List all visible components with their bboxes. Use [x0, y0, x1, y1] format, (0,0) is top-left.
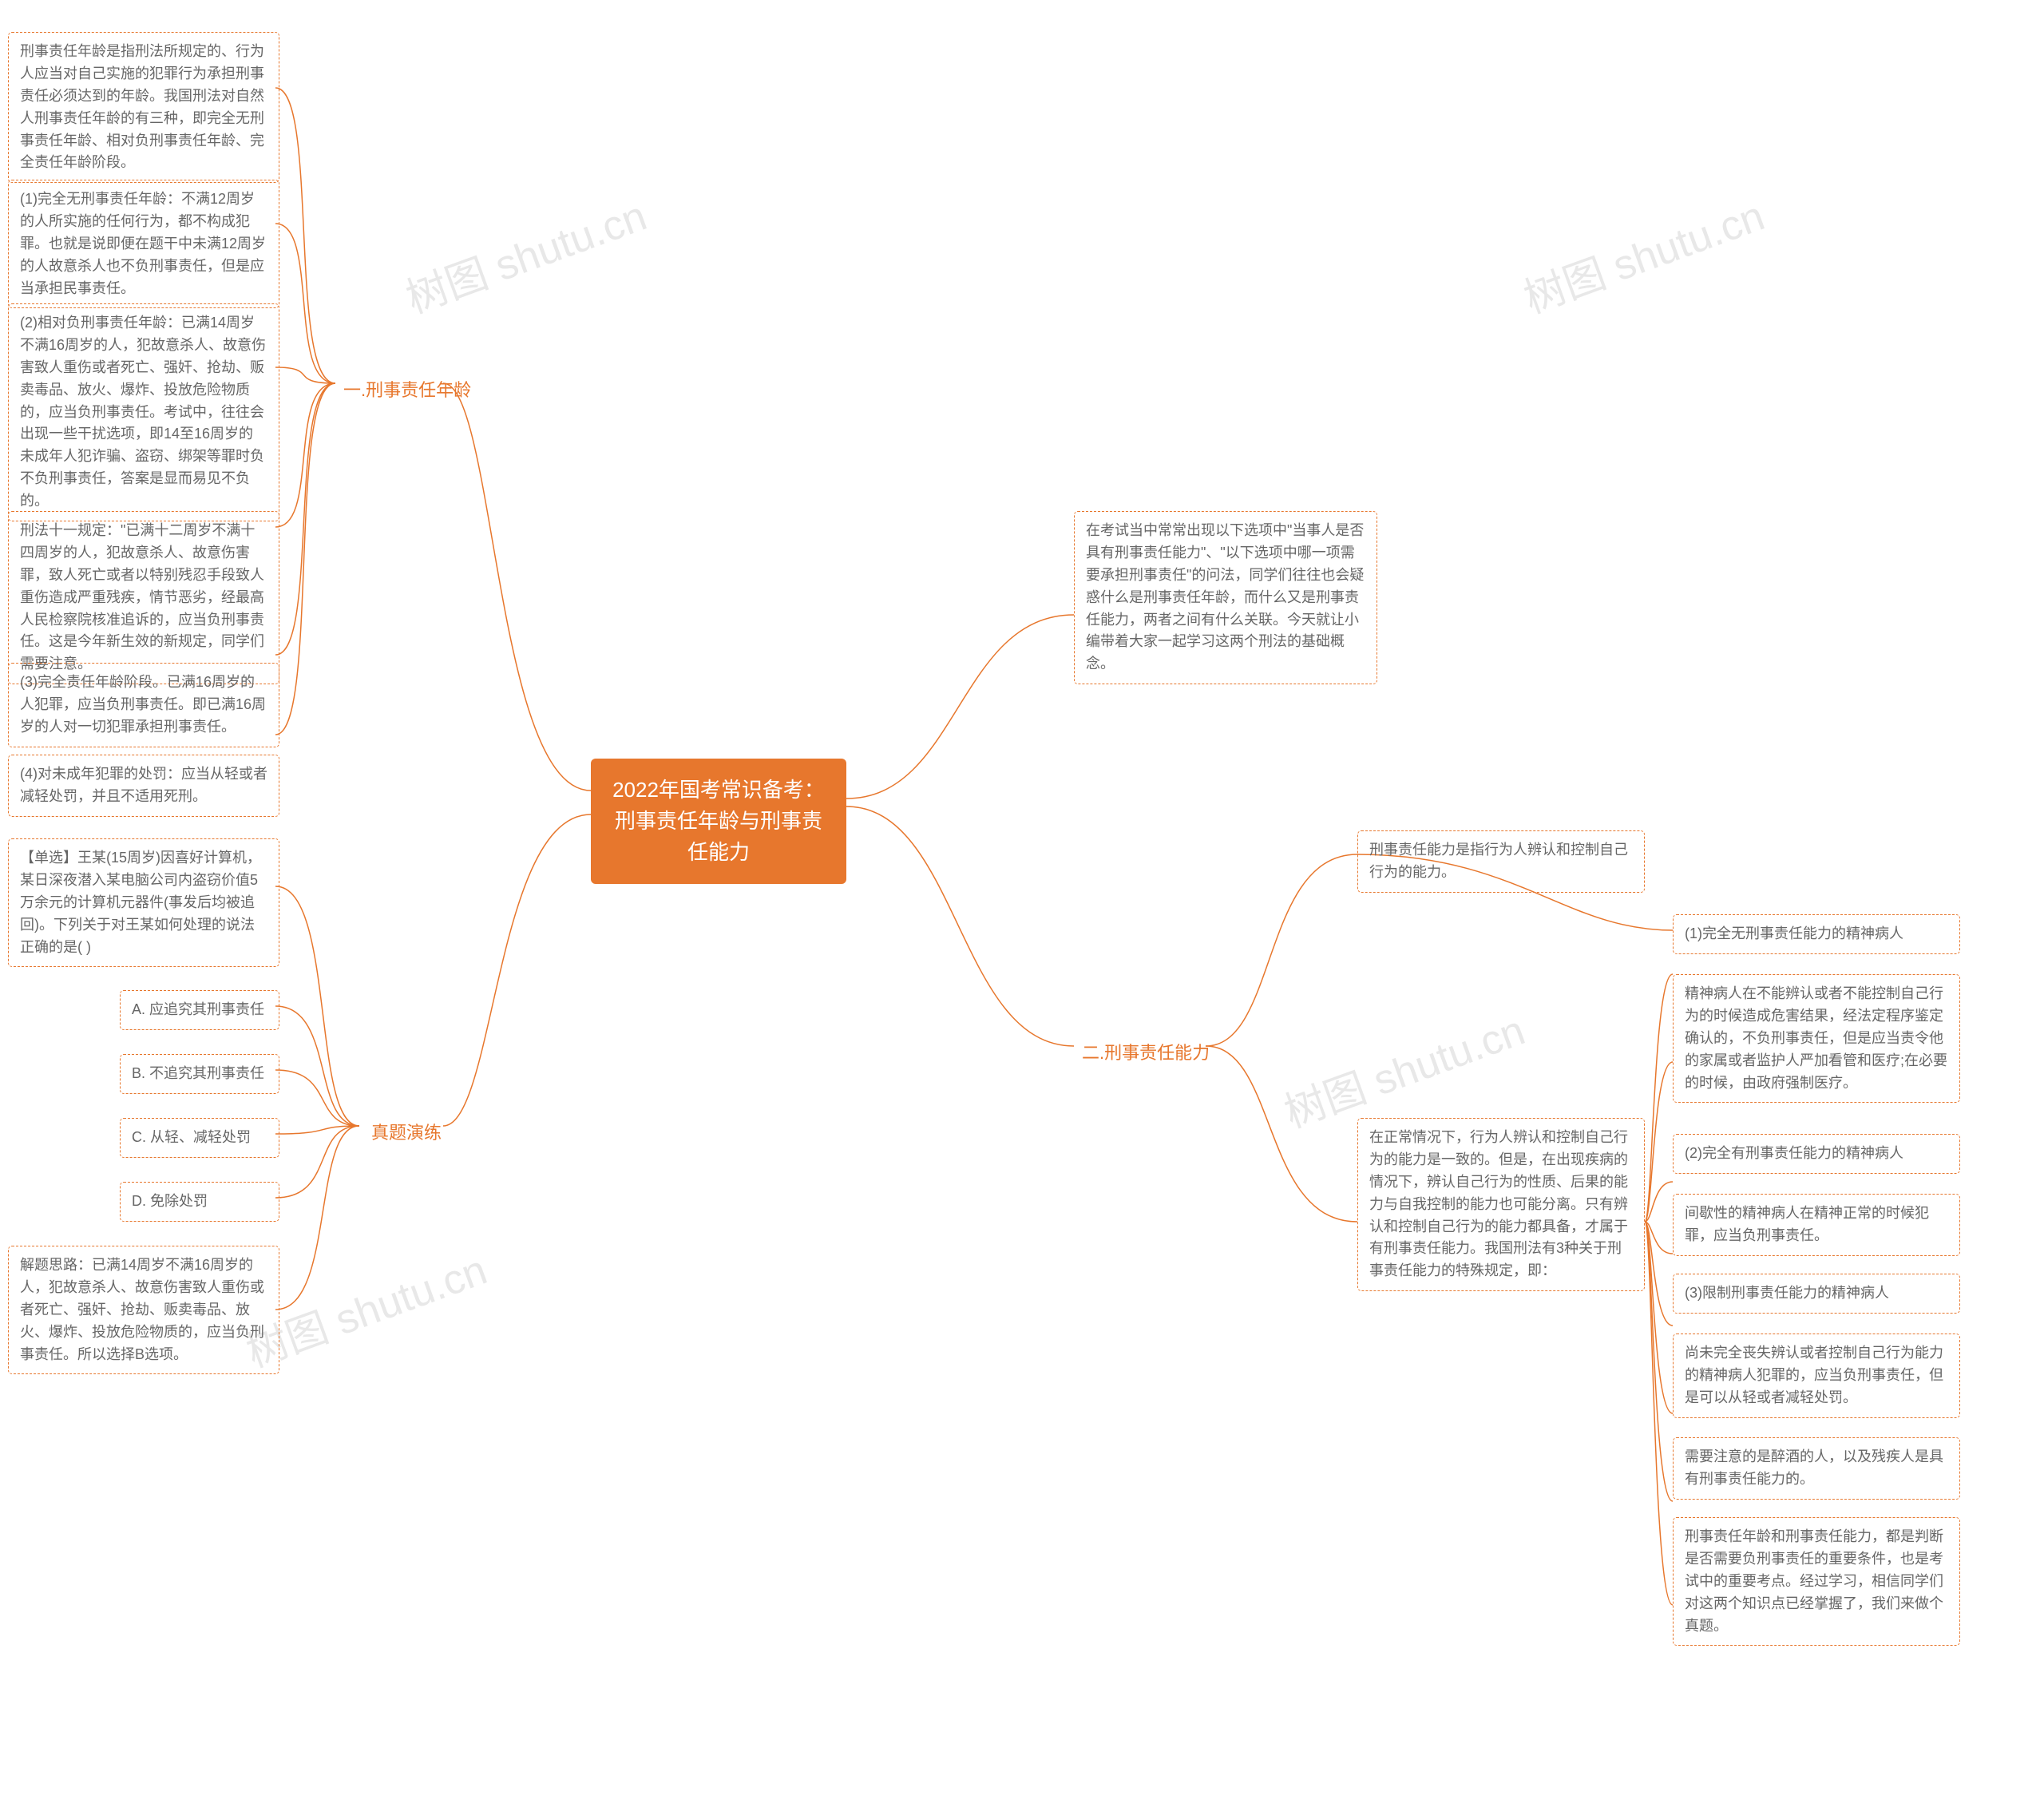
leaf-text: (3)完全责任年龄阶段。已满16周岁的人犯罪，应当负刑事责任。即已满16周岁的人…	[20, 672, 267, 739]
section2-def: 刑事责任能力是指行为人辨认和控制自己行为的能力。	[1357, 830, 1645, 893]
leaf-text: (1)完全无刑事责任能力的精神病人	[1685, 923, 1948, 945]
leaf-text: C. 从轻、减轻处罚	[132, 1127, 267, 1149]
leaf-text: (2)完全有刑事责任能力的精神病人	[1685, 1143, 1948, 1165]
leaf-text: 尚未完全丧失辨认或者控制自己行为能力的精神病人犯罪的，应当负刑事责任，但是可以从…	[1685, 1342, 1948, 1409]
leaf-text: 【单选】王某(15周岁)因喜好计算机，某日深夜潜入某电脑公司内盗窃价值5万余元的…	[20, 847, 267, 958]
section2-note: 需要注意的是醉酒的人，以及残疾人是具有刑事责任能力的。	[1673, 1437, 1960, 1500]
section1-item-5: (4)对未成年犯罪的处罚：应当从轻或者减轻处罚，并且不适用死刑。	[8, 755, 279, 817]
leaf-text: 精神病人在不能辨认或者不能控制自己行为的时候造成危害结果，经法定程序鉴定确认的，…	[1685, 983, 1948, 1094]
practice-option-a: A. 应追究其刑事责任	[120, 990, 279, 1030]
leaf-text: 解题思路：已满14周岁不满16周岁的人，犯故意杀人、故意伤害致人重伤或者死亡、强…	[20, 1254, 267, 1365]
section2-context: 在正常情况下，行为人辨认和控制自己行为的能力是一致的。但是，在出现疾病的情况下，…	[1357, 1118, 1645, 1291]
section1-item-0: 刑事责任年龄是指刑法所规定的、行为人应当对自己实施的犯罪行为承担刑事责任必须达到…	[8, 32, 279, 183]
section2-item-1-detail: 精神病人在不能辨认或者不能控制自己行为的时候造成危害结果，经法定程序鉴定确认的，…	[1673, 974, 1960, 1103]
leaf-text: (3)限制刑事责任能力的精神病人	[1685, 1282, 1948, 1305]
section2-summary: 刑事责任年龄和刑事责任能力，都是判断是否需要负刑事责任的重要条件，也是考试中的重…	[1673, 1517, 1960, 1646]
intro-text: 在考试当中常常出现以下选项中"当事人是否具有刑事责任能力"、"以下选项中哪一项需…	[1086, 520, 1365, 676]
practice-option-c: C. 从轻、减轻处罚	[120, 1118, 279, 1158]
watermark: 树图 shutu.cn	[397, 182, 654, 324]
section2-item-1: (1)完全无刑事责任能力的精神病人	[1673, 914, 1960, 954]
leaf-text: (1)完全无刑事责任年龄：不满12周岁的人所实施的任何行为，都不构成犯罪。也就是…	[20, 188, 267, 299]
leaf-text: (2)相对负刑事责任年龄：已满14周岁不满16周岁的人，犯故意杀人、故意伤害致人…	[20, 312, 267, 513]
leaf-text: D. 免除处罚	[132, 1191, 267, 1213]
practice-question: 【单选】王某(15周岁)因喜好计算机，某日深夜潜入某电脑公司内盗窃价值5万余元的…	[8, 838, 279, 967]
leaf-text: 需要注意的是醉酒的人，以及残疾人是具有刑事责任能力的。	[1685, 1446, 1948, 1491]
leaf-text: B. 不追究其刑事责任	[132, 1063, 267, 1085]
watermark: 树图 shutu.cn	[1515, 182, 1772, 324]
practice-option-b: B. 不追究其刑事责任	[120, 1054, 279, 1094]
section2-context-text: 在正常情况下，行为人辨认和控制自己行为的能力是一致的。但是，在出现疾病的情况下，…	[1369, 1127, 1633, 1282]
branch-section2-title: 二.刑事责任能力	[1082, 1043, 1210, 1063]
leaf-text: 刑事责任年龄和刑事责任能力，都是判断是否需要负刑事责任的重要条件，也是考试中的重…	[1685, 1526, 1948, 1637]
section2-item-3: (3)限制刑事责任能力的精神病人	[1673, 1274, 1960, 1314]
section2-item-3-detail: 尚未完全丧失辨认或者控制自己行为能力的精神病人犯罪的，应当负刑事责任，但是可以从…	[1673, 1334, 1960, 1418]
leaf-text: 刑事责任年龄是指刑法所规定的、行为人应当对自己实施的犯罪行为承担刑事责任必须达到…	[20, 41, 267, 174]
practice-option-d: D. 免除处罚	[120, 1182, 279, 1222]
branch-practice: 真题演练	[363, 1114, 450, 1149]
leaf-text: A. 应追究其刑事责任	[132, 999, 267, 1021]
practice-answer: 解题思路：已满14周岁不满16周岁的人，犯故意杀人、故意伤害致人重伤或者死亡、强…	[8, 1246, 279, 1374]
root-title: 2022年国考常识备考：刑事责任年龄与刑事责任能力	[612, 778, 825, 864]
intro-leaf: 在考试当中常常出现以下选项中"当事人是否具有刑事责任能力"、"以下选项中哪一项需…	[1074, 511, 1377, 684]
section2-item-2-detail: 间歇性的精神病人在精神正常的时候犯罪，应当负刑事责任。	[1673, 1194, 1960, 1256]
section2-item-2: (2)完全有刑事责任能力的精神病人	[1673, 1134, 1960, 1174]
branch-section1-title: 一.刑事责任年龄	[343, 380, 471, 400]
section2-def-text: 刑事责任能力是指行为人辨认和控制自己行为的能力。	[1369, 839, 1633, 884]
section1-item-1: (1)完全无刑事责任年龄：不满12周岁的人所实施的任何行为，都不构成犯罪。也就是…	[8, 180, 279, 308]
branch-practice-title: 真题演练	[371, 1123, 442, 1143]
branch-section2: 二.刑事责任能力	[1074, 1034, 1218, 1069]
leaf-text: 间歇性的精神病人在精神正常的时候犯罪，应当负刑事责任。	[1685, 1203, 1948, 1247]
section1-item-4: (3)完全责任年龄阶段。已满16周岁的人犯罪，应当负刑事责任。即已满16周岁的人…	[8, 663, 279, 747]
section1-item-2: (2)相对负刑事责任年龄：已满14周岁不满16周岁的人，犯故意杀人、故意伤害致人…	[8, 303, 279, 521]
mindmap-root: 2022年国考常识备考：刑事责任年龄与刑事责任能力	[591, 759, 846, 884]
branch-section1: 一.刑事责任年龄	[335, 371, 479, 406]
section1-item-3: 刑法十一规定："已满十二周岁不满十四周岁的人，犯故意杀人、故意伤害罪，致人死亡或…	[8, 511, 279, 684]
leaf-text: (4)对未成年犯罪的处罚：应当从轻或者减轻处罚，并且不适用死刑。	[20, 763, 267, 808]
leaf-text: 刑法十一规定："已满十二周岁不满十四周岁的人，犯故意杀人、故意伤害罪，致人死亡或…	[20, 520, 267, 676]
